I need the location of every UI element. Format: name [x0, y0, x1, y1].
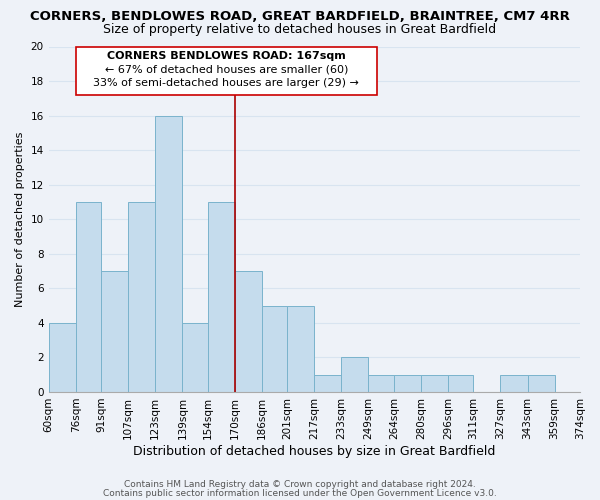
Bar [341, 358, 368, 392]
Bar [421, 374, 448, 392]
Bar [182, 323, 208, 392]
Text: ← 67% of detached houses are smaller (60): ← 67% of detached houses are smaller (60… [104, 64, 348, 74]
Bar [527, 374, 554, 392]
Bar [448, 374, 473, 392]
FancyBboxPatch shape [76, 46, 377, 95]
Y-axis label: Number of detached properties: Number of detached properties [15, 132, 25, 307]
Text: Contains HM Land Registry data © Crown copyright and database right 2024.: Contains HM Land Registry data © Crown c… [124, 480, 476, 489]
Bar [500, 374, 527, 392]
Bar [394, 374, 421, 392]
Bar [128, 202, 155, 392]
Text: Contains public sector information licensed under the Open Government Licence v3: Contains public sector information licen… [103, 489, 497, 498]
Bar [101, 271, 128, 392]
Bar [314, 374, 341, 392]
Bar [287, 306, 314, 392]
X-axis label: Distribution of detached houses by size in Great Bardfield: Distribution of detached houses by size … [133, 444, 496, 458]
Bar [208, 202, 235, 392]
Bar [76, 202, 101, 392]
Text: Size of property relative to detached houses in Great Bardfield: Size of property relative to detached ho… [103, 22, 497, 36]
Bar [262, 306, 287, 392]
Text: CORNERS BENDLOWES ROAD: 167sqm: CORNERS BENDLOWES ROAD: 167sqm [107, 51, 346, 61]
Bar [155, 116, 182, 392]
Bar [235, 271, 262, 392]
Bar [368, 374, 394, 392]
Text: 33% of semi-detached houses are larger (29) →: 33% of semi-detached houses are larger (… [94, 78, 359, 88]
Text: CORNERS, BENDLOWES ROAD, GREAT BARDFIELD, BRAINTREE, CM7 4RR: CORNERS, BENDLOWES ROAD, GREAT BARDFIELD… [30, 10, 570, 23]
Bar [49, 323, 76, 392]
